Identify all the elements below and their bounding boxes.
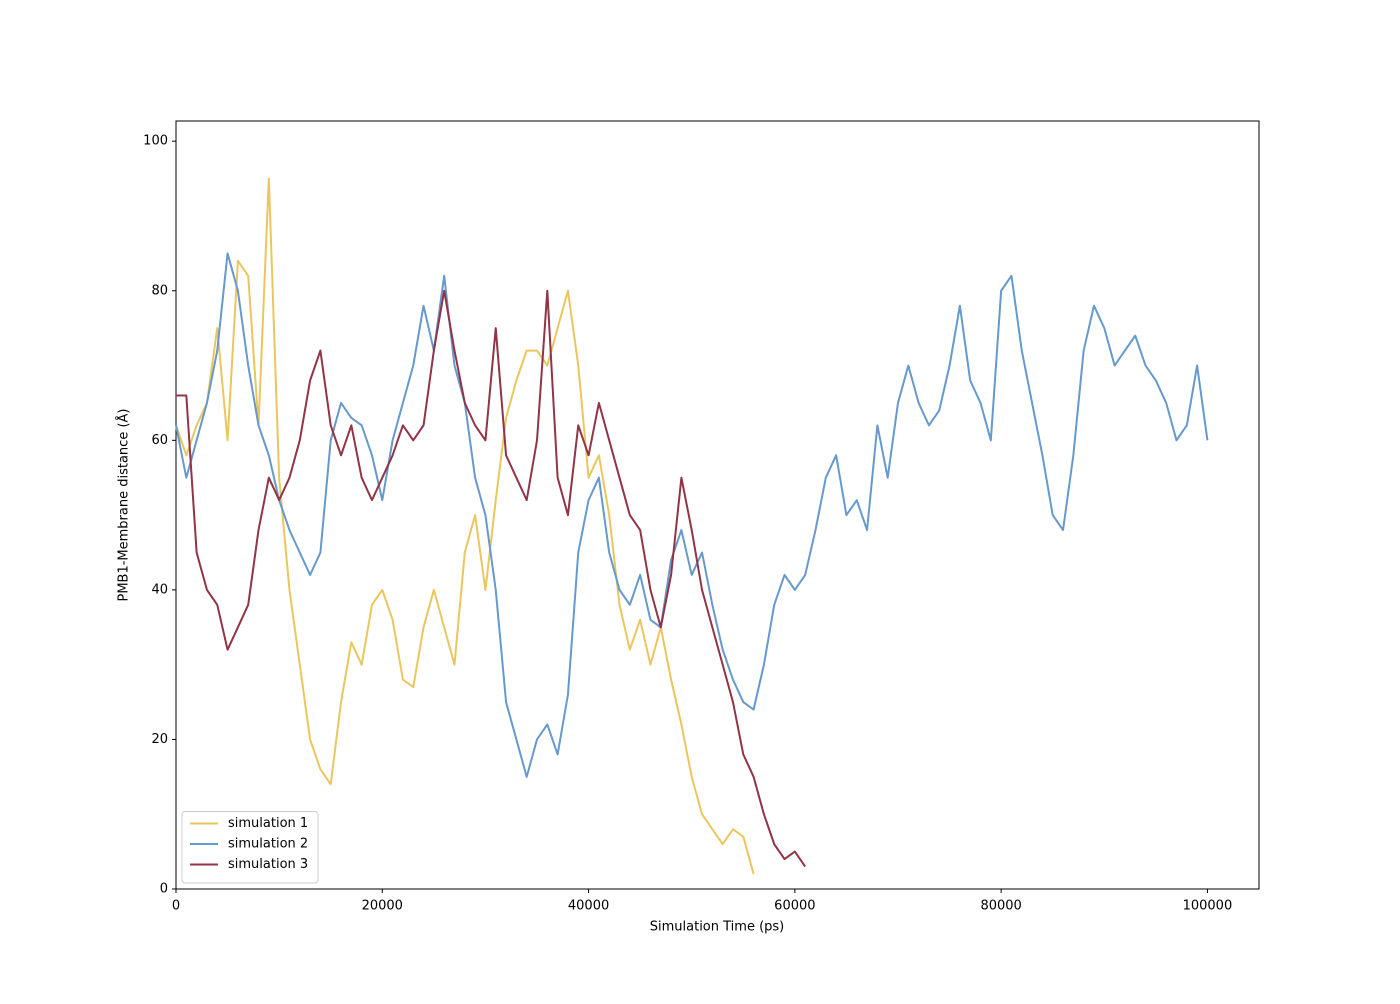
series-line [176, 289, 806, 868]
y-tick-label: 0 [160, 882, 168, 897]
x-tick-label: 80000 [980, 899, 1021, 914]
y-tick-label: 20 [151, 732, 168, 747]
x-axis-label: Simulation Time (ps) [650, 920, 785, 935]
series-line [175, 252, 1209, 778]
series-line [175, 177, 755, 875]
x-tick-label: 20000 [362, 899, 403, 914]
legend-label: simulation 2 [228, 837, 308, 852]
plot-frame [175, 120, 1260, 890]
y-axis-label: PMB1-Membrane distance (Å) [116, 408, 132, 601]
y-tick-label: 80 [151, 283, 168, 298]
x-tick-label: 40000 [568, 899, 609, 914]
y-tick-label: 100 [143, 134, 168, 149]
x-tick-label: 100000 [1183, 899, 1233, 914]
y-tick-label: 40 [151, 582, 168, 597]
x-tick-label: 0 [172, 899, 180, 914]
legend-label: simulation 3 [228, 857, 308, 872]
x-tick-label: 60000 [774, 899, 815, 914]
legend-label: simulation 1 [228, 816, 308, 831]
y-tick-label: 60 [151, 433, 168, 448]
